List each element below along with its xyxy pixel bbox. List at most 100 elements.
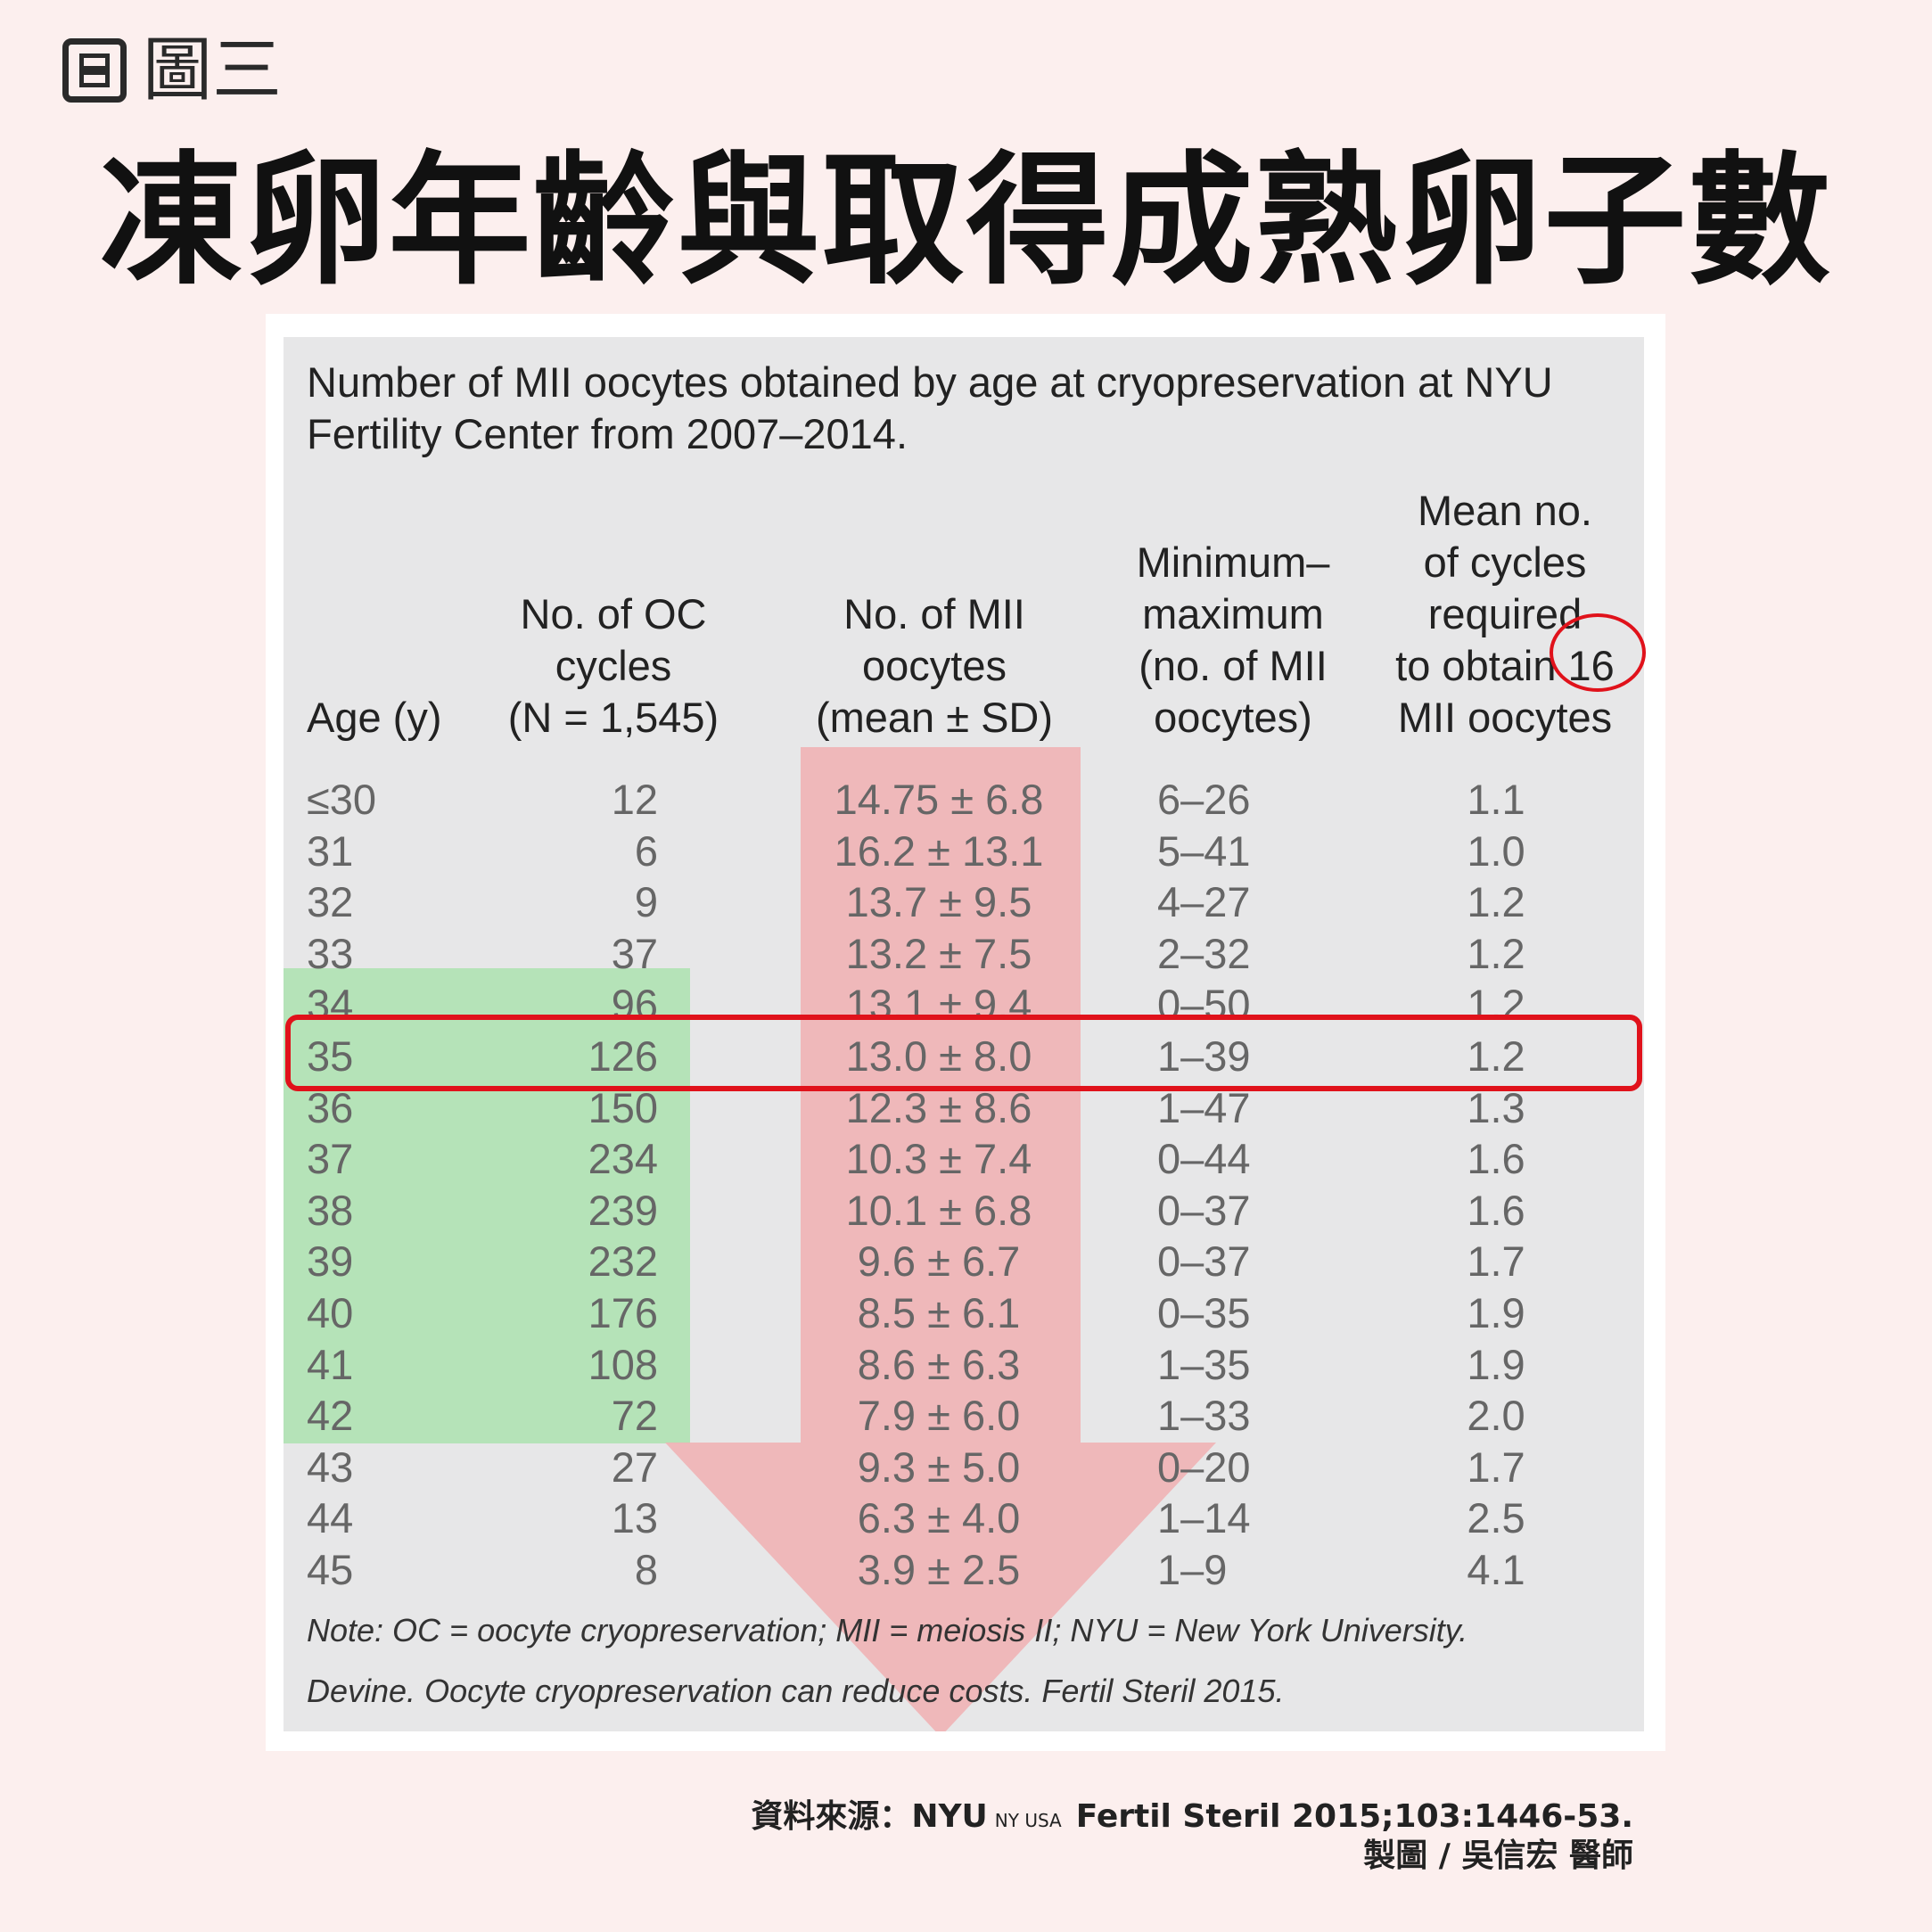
- table-cell-age: 38: [307, 1186, 354, 1234]
- table-cell-mean: 1.3: [1467, 1083, 1525, 1131]
- table-cell-mii: 13.2 ± 7.5: [845, 929, 1032, 977]
- table-cell-age: 42: [307, 1392, 354, 1440]
- table-cell-mii: 16.2 ± 13.1: [834, 826, 1044, 875]
- table-cell-age: 33: [307, 929, 354, 977]
- table-cell-mean: 1.7: [1467, 1443, 1525, 1491]
- table-cell-age: 43: [307, 1443, 354, 1491]
- table-cell-cycles: 234: [588, 1135, 658, 1183]
- table-cell-age: 44: [307, 1494, 354, 1542]
- table-cell-mii: 13.7 ± 9.5: [845, 878, 1032, 926]
- age-range-highlight: [284, 968, 690, 1443]
- table-cell-cycles: 9: [634, 878, 658, 926]
- table-cell-cycles: 8: [634, 1546, 658, 1593]
- table-cell-minmax: 1–9: [1157, 1546, 1228, 1593]
- table-caption: Number of MII oocytes obtained by age at…: [307, 358, 1553, 457]
- table-cell-mean: 4.1: [1467, 1546, 1525, 1593]
- table-cell-minmax: 0–37: [1157, 1237, 1251, 1286]
- table-cell-mii: 10.3 ± 7.4: [845, 1135, 1032, 1183]
- table-cell-mii: 9.3 ± 5.0: [857, 1443, 1021, 1491]
- table-cell-minmax: 2–32: [1157, 929, 1251, 977]
- table-citation: Devine. Oocyte cryopreservation can redu…: [307, 1673, 1285, 1709]
- table-cell-age: 45: [307, 1546, 354, 1593]
- table-cell-minmax: 6–26: [1157, 776, 1251, 823]
- table-cell-minmax: 5–41: [1157, 826, 1251, 875]
- table-cell-minmax: 1–14: [1157, 1494, 1251, 1542]
- source-reference: 資料來源：NYU NY USA Fertil Steril 2015;103:144…: [751, 1790, 1633, 1837]
- table-cell-mii: 9.6 ± 6.7: [857, 1237, 1021, 1286]
- source-prefix: 資料來源：NYU: [751, 1798, 988, 1835]
- table-cell-mii: 13.0 ± 8.0: [845, 1032, 1032, 1080]
- table-cell-mii: 13.1 ± 9.4: [845, 981, 1032, 1029]
- table-cell-mean: 1.0: [1467, 826, 1525, 875]
- table-cell-mii: 3.9 ± 2.5: [857, 1546, 1021, 1593]
- figure-label: 圖三: [62, 36, 282, 105]
- figure-label-text: 圖三: [143, 30, 283, 111]
- table-note: Note: OC = oocyte cryopreservation; MII …: [307, 1612, 1468, 1648]
- header-mii: No. of MII oocytes (mean ± SD): [815, 590, 1054, 741]
- table-cell-cycles: 108: [588, 1340, 658, 1388]
- table-cell-cycles: 176: [588, 1289, 658, 1336]
- source-citation: Fertil Steril 2015;103:1446-53.: [1075, 1798, 1633, 1835]
- table-cell-mii: 12.3 ± 8.6: [845, 1083, 1032, 1131]
- table-cell-minmax: 0–37: [1157, 1186, 1251, 1234]
- table-cell-minmax: 4–27: [1157, 878, 1251, 926]
- table-cell-mean: 1.6: [1467, 1135, 1525, 1183]
- table-cell-cycles: 27: [611, 1443, 658, 1491]
- table-cell-mean: 1.7: [1467, 1237, 1525, 1286]
- highlight-circle-16: [1550, 613, 1646, 692]
- table-cell-mean: 1.9: [1467, 1289, 1525, 1336]
- header-oc-cycles: No. of OC cycles (N = 1,545): [507, 590, 719, 741]
- table-cell-minmax: 1–47: [1157, 1083, 1251, 1131]
- table-cell-minmax: 0–35: [1157, 1289, 1251, 1336]
- table-cell-minmax: 0–20: [1157, 1443, 1251, 1491]
- table-cell-mean: 1.9: [1467, 1340, 1525, 1388]
- table-cell-cycles: 126: [588, 1032, 658, 1080]
- table-cell-mii: 14.75 ± 6.8: [834, 776, 1044, 823]
- table-cell-mii: 8.6 ± 6.3: [857, 1340, 1021, 1388]
- table-cell-minmax: 1–39: [1157, 1032, 1251, 1080]
- table-cell-mean: 1.2: [1467, 929, 1525, 977]
- table-cell-mean: 1.6: [1467, 1186, 1525, 1234]
- table-cell-cycles: 96: [611, 981, 658, 1029]
- table-cell-cycles: 12: [611, 776, 658, 823]
- table-cell-mean: 2.0: [1467, 1392, 1525, 1440]
- source-location: NY USA: [994, 1810, 1062, 1831]
- table-cell-mean: 2.5: [1467, 1494, 1525, 1542]
- table-cell-minmax: 0–44: [1157, 1135, 1251, 1183]
- table-cell-mii: 10.1 ± 6.8: [845, 1186, 1032, 1234]
- table-cell-minmax: 0–50: [1157, 981, 1251, 1029]
- table-cell-cycles: 6: [634, 826, 658, 875]
- table-cell-mii: 6.3 ± 4.0: [857, 1494, 1021, 1542]
- table-cell-age: 37: [307, 1135, 354, 1183]
- table-cell-mean: 1.2: [1467, 1032, 1525, 1080]
- figure-credit: 製圖 / 吳信宏 醫師: [1363, 1837, 1633, 1874]
- decline-arrow-icon: [665, 747, 1216, 1731]
- table-cell-cycles: 150: [588, 1083, 658, 1131]
- table-cell-age: 32: [307, 878, 354, 926]
- table-cell-cycles: 13: [611, 1494, 658, 1542]
- table-cell-mean: 1.2: [1467, 981, 1525, 1029]
- table-cell-mii: 7.9 ± 6.0: [857, 1392, 1021, 1440]
- table-cell-cycles: 72: [611, 1392, 658, 1440]
- header-age: Age (y): [307, 694, 442, 741]
- table-cell-mii: 8.5 ± 6.1: [857, 1289, 1021, 1336]
- table-cell-cycles: 232: [588, 1237, 658, 1286]
- header-minmax: Minimum– maximum (no. of MII oocytes): [1136, 538, 1330, 741]
- table-cell-minmax: 1–35: [1157, 1340, 1251, 1388]
- table-cell-age: 41: [307, 1340, 354, 1388]
- table-cell-cycles: 239: [588, 1186, 658, 1234]
- table-cell-age: 36: [307, 1083, 354, 1131]
- table-cell-mean: 1.2: [1467, 878, 1525, 926]
- age-35-row-highlight: [285, 1015, 1642, 1091]
- table-cell-age: ≤30: [307, 776, 377, 823]
- table-cell-minmax: 1–33: [1157, 1392, 1251, 1440]
- figure-frame-icon: [62, 38, 127, 103]
- page-title: 凍卵年齡與取得成熟卵子數: [99, 137, 1833, 304]
- table-cell-mean: 1.1: [1467, 776, 1525, 823]
- table-cell-age: 34: [307, 981, 354, 1029]
- table-cell-age: 39: [307, 1237, 354, 1286]
- table-card: Number of MII oocytes obtained by age at…: [266, 314, 1665, 1751]
- table-cell-age: 31: [307, 826, 354, 875]
- table-panel: Number of MII oocytes obtained by age at…: [284, 337, 1646, 1731]
- table-cell-age: 35: [307, 1032, 354, 1080]
